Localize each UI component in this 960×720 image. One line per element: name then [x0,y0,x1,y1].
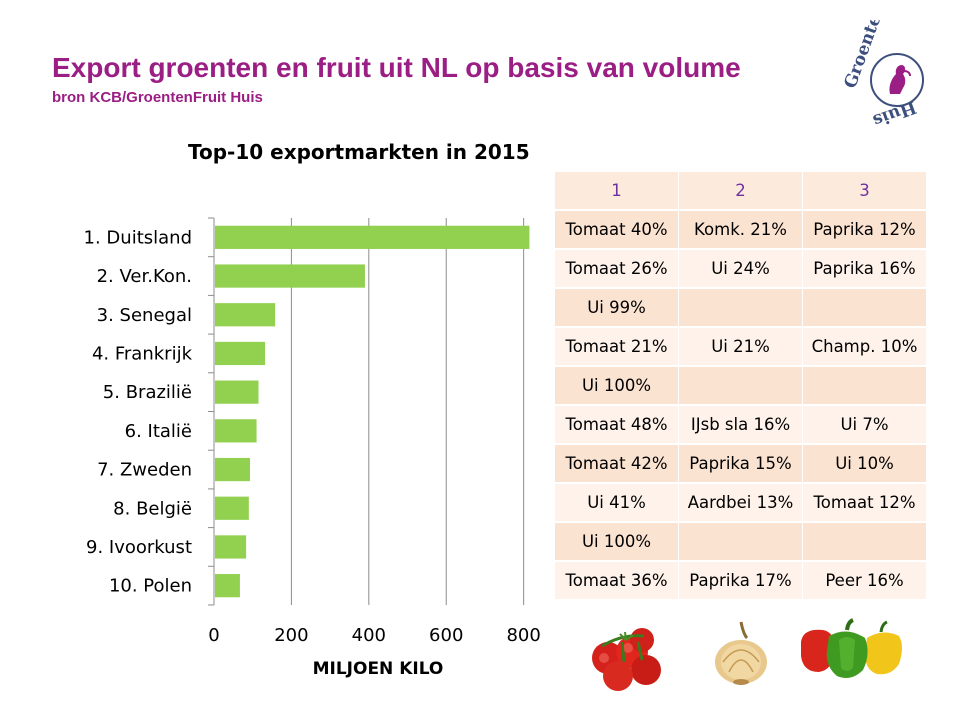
rank-header: 1 [555,172,679,211]
product-share-cell: Tomaat 42% [555,444,679,484]
product-share-cell: Tomaat 21% [555,327,679,367]
table-row: Ui 99% [555,288,927,328]
logo-text-fruit: Fruit [951,38,955,90]
table-row: Tomaat 36% Paprika 17% Peer 16% [555,561,927,601]
product-share-cell [802,366,927,406]
table-row: Ui 41% Aardbei 13% Tomaat 12% [555,483,927,523]
product-share-cell [802,522,927,562]
bar [215,457,250,482]
category-label: 3. Senegal [97,305,192,326]
table-row: Tomaat 26% Ui 24% Paprika 16% [555,249,927,289]
bar [215,303,276,327]
product-share-cell: Ui 21% [678,327,803,367]
x-tick-label: 600 [429,625,463,646]
peppers-photo [801,618,902,678]
product-share-cell [802,288,927,328]
tomatoes-photo [592,628,661,691]
x-axis-label: MILJOEN KILO [313,659,444,679]
product-share-cell: Paprika 15% [678,444,803,484]
table-row: Ui 100% [555,522,927,562]
table-row: Tomaat 21% Ui 21% Champ. 10% [555,327,927,367]
bar [215,574,240,598]
logo-swoosh [901,70,911,77]
product-share-cell [678,288,803,328]
category-label: 10. Polen [109,576,192,597]
product-share-cell: Ui 41% [555,483,679,523]
rank-header: 2 [678,172,803,211]
product-share-cell: Komk. 21% [678,210,803,250]
product-share-cell: Ui 99% [555,288,679,328]
groenten-fruit-huis-logo: Groenten Fruit Huis [840,20,955,130]
bar [215,225,530,249]
table-row: Tomaat 42% Paprika 15% Ui 10% [555,444,927,484]
product-share-cell: Tomaat 26% [555,249,679,289]
x-tick-label: 200 [274,625,308,646]
product-share-cell: Tomaat 36% [555,561,679,601]
product-share-cell [678,366,803,406]
x-tick-label: 400 [352,625,386,646]
product-share-cell: Ui 10% [802,444,927,484]
category-label: 2. Ver.Kon. [97,266,192,287]
product-share-cell: Tomaat 48% [555,405,679,445]
woman-silhouette-icon [889,65,906,94]
top-products-table: 1 2 3 Tomaat 40% Komk. 21% Paprika 12% Tomaat … [555,172,927,601]
category-label: 9. Ivoorkust [86,537,192,558]
product-share-cell: Tomaat 12% [802,483,927,523]
chart-title: Top-10 exportmarkten in 2015 [188,140,530,164]
page-title: Export groenten en fruit uit NL op basis… [52,52,741,83]
bar [215,419,257,443]
bar [215,264,365,288]
bar [215,341,266,366]
product-share-cell: Peer 16% [802,561,927,601]
product-share-cell [678,522,803,562]
page-subtitle: bron KCB/GroentenFruit Huis [52,89,263,106]
bar [215,535,247,559]
rank-header: 3 [802,172,927,211]
product-share-cell: Aardbei 13% [678,483,803,523]
category-label: 1. Duitsland [84,227,192,248]
category-label: 5. Brazilië [103,382,192,403]
category-label: 6. Italië [125,421,192,442]
onion-photo [715,621,767,685]
table-row: Ui 100% [555,366,927,406]
table-row: Tomaat 40% Komk. 21% Paprika 12% [555,210,927,250]
category-label: 8. België [113,498,192,519]
product-share-cell: Paprika 17% [678,561,803,601]
x-tick-label: 0 [208,625,219,646]
product-share-cell: Ui 100% [555,522,679,562]
bar [215,380,259,404]
category-label: 4. Frankrijk [92,343,193,364]
product-share-cell: IJsb sla 16% [678,405,803,445]
product-share-cell: Ui 100% [555,366,679,406]
bar [215,496,249,520]
product-share-cell: Champ. 10% [802,327,927,367]
product-share-cell: Tomaat 40% [555,210,679,250]
x-tick-label: 800 [506,625,540,646]
product-share-cell: Paprika 16% [802,249,927,289]
product-share-cell: Ui 7% [802,405,927,445]
table-row: Tomaat 48% IJsb sla 16% Ui 7% [555,405,927,445]
category-label: 7. Zweden [97,460,192,481]
product-share-cell: Ui 24% [678,249,803,289]
product-share-cell: Paprika 12% [802,210,927,250]
